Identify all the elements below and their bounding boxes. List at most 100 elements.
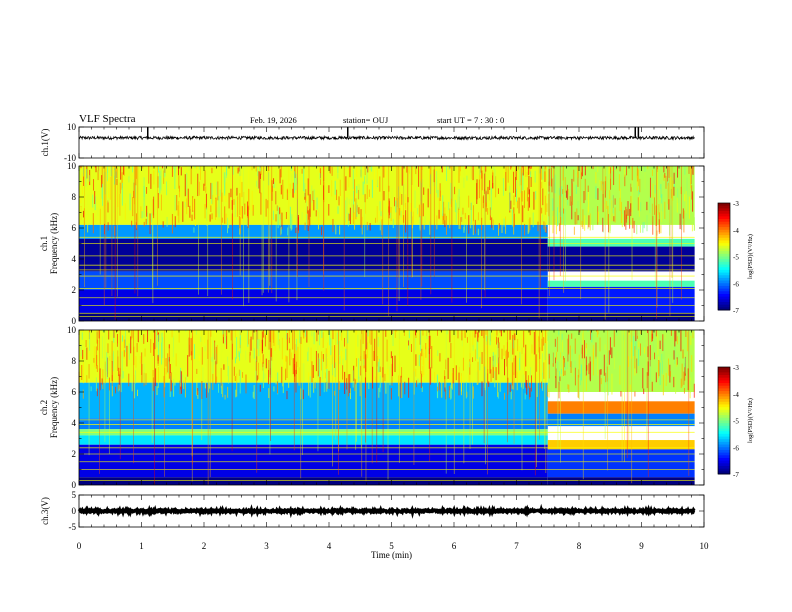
x-axis-label: Time (min) bbox=[371, 550, 412, 560]
colorbar-cell bbox=[718, 463, 730, 467]
x-tick-label: 8 bbox=[577, 541, 582, 551]
colorbar-cell bbox=[718, 304, 730, 308]
y-axis-label: Frequency (kHz) bbox=[49, 377, 59, 438]
x-tick-label: 1 bbox=[139, 541, 144, 551]
colorbar-cell bbox=[718, 433, 730, 438]
colorbar-cell bbox=[718, 227, 730, 231]
colorbar-cell bbox=[718, 436, 730, 440]
colorbar-label: log(PSD)(V²/Hz) bbox=[747, 398, 754, 443]
colorbar-cell bbox=[718, 251, 730, 255]
colorbar-tick-label: -5 bbox=[733, 418, 739, 426]
colorbar-cell bbox=[718, 240, 730, 244]
colorbar-frame bbox=[717, 366, 731, 475]
colorbar-tick-label: -4 bbox=[733, 227, 739, 235]
colorbar-cell bbox=[718, 367, 730, 371]
colorbar-cell bbox=[718, 264, 730, 268]
colorbar-cell bbox=[718, 272, 730, 276]
colorbar-cell bbox=[718, 205, 730, 209]
colorbar-cell bbox=[718, 243, 730, 247]
colorbar-cell bbox=[718, 420, 730, 424]
y-tick-label: 4 bbox=[72, 418, 77, 428]
colorbar-cell bbox=[718, 288, 730, 292]
psd-band bbox=[79, 313, 548, 321]
psd-band bbox=[547, 440, 695, 450]
y-tick-label: 0 bbox=[72, 480, 77, 490]
colorbar-cell bbox=[718, 399, 730, 403]
colorbar-cell bbox=[718, 409, 730, 413]
signal-trace bbox=[78, 134, 695, 141]
colorbar-tick-label: -5 bbox=[733, 254, 739, 262]
psd-band bbox=[547, 477, 695, 485]
y-axis-label-channel: ch.1 bbox=[39, 236, 49, 251]
colorbar-cell bbox=[718, 219, 730, 223]
colorbar-cell bbox=[718, 388, 730, 392]
psd-band bbox=[547, 330, 695, 392]
colorbar-cell bbox=[718, 267, 730, 271]
colorbar-cell bbox=[718, 401, 730, 405]
colorbar-cell bbox=[718, 444, 730, 448]
colorbar-cell bbox=[718, 307, 730, 311]
colorbar-cell bbox=[718, 457, 730, 462]
colorbar-cell bbox=[718, 211, 730, 215]
colorbar-cell bbox=[718, 245, 730, 249]
psd-band bbox=[79, 271, 548, 290]
colorbar-cell bbox=[718, 299, 730, 303]
psd-band bbox=[79, 418, 548, 430]
y-tick-label: -5 bbox=[69, 522, 77, 532]
figure-title: VLF Spectra bbox=[79, 113, 136, 125]
y-tick-label: 8 bbox=[72, 356, 77, 366]
colorbar-cell bbox=[718, 375, 730, 379]
date-label: Feb. 19, 2026 bbox=[250, 115, 297, 125]
colorbar-cell bbox=[718, 441, 730, 446]
colorbar-tick-label: -6 bbox=[733, 444, 739, 452]
colorbar-cell bbox=[718, 447, 730, 451]
colorbar-cell bbox=[718, 460, 730, 464]
colorbar-cell bbox=[718, 291, 730, 295]
y-tick-label: 8 bbox=[72, 192, 77, 202]
colorbar-cell bbox=[718, 283, 730, 287]
psd-band bbox=[547, 280, 695, 287]
x-tick-label: 2 bbox=[202, 541, 207, 551]
y-tick-label: 10 bbox=[67, 161, 77, 171]
colorbar-cell bbox=[718, 415, 730, 419]
x-tick-label: 5 bbox=[389, 541, 394, 551]
signal-trace bbox=[77, 503, 696, 519]
colorbar-cell bbox=[718, 224, 730, 228]
y-axis-label-channel: ch.2 bbox=[39, 400, 49, 415]
y-tick-label: 4 bbox=[72, 254, 77, 264]
colorbar-cell bbox=[718, 417, 730, 421]
x-tick-label: 6 bbox=[452, 541, 457, 551]
colorbar-tick-label: -7 bbox=[733, 471, 739, 479]
colorbar-cell bbox=[718, 407, 730, 411]
colorbar-cell bbox=[718, 259, 730, 263]
x-tick-label: 0 bbox=[77, 541, 82, 551]
colorbar-label: log(PSD)(V²/Hz) bbox=[747, 234, 754, 279]
psd-band bbox=[79, 444, 548, 478]
colorbar-cell bbox=[718, 455, 730, 459]
colorbar-cell bbox=[718, 380, 730, 384]
psd-band bbox=[547, 313, 695, 321]
colorbar-cell bbox=[718, 431, 730, 435]
colorbar-cell bbox=[718, 232, 730, 236]
x-tick-label: 7 bbox=[514, 541, 519, 551]
trace-ch.1(V) bbox=[78, 127, 695, 141]
y-axis-label: ch.3(V) bbox=[40, 497, 50, 525]
colorbar bbox=[717, 202, 731, 311]
x-tick-label: 4 bbox=[327, 541, 332, 551]
y-tick-label: 0 bbox=[72, 506, 77, 516]
colorbar-cell bbox=[718, 449, 730, 454]
x-tick-label: 9 bbox=[639, 541, 644, 551]
colorbar-cell bbox=[718, 277, 730, 282]
colorbar-cell bbox=[718, 221, 730, 225]
station-label: station= OUJ bbox=[343, 115, 389, 125]
colorbar-cell bbox=[718, 269, 730, 274]
colorbar-cell bbox=[718, 465, 730, 470]
y-tick-label: 2 bbox=[72, 285, 77, 295]
colorbar-tick-label: -3 bbox=[733, 364, 739, 372]
psd-band bbox=[547, 401, 695, 414]
colorbar-cell bbox=[718, 393, 730, 397]
colorbar-cell bbox=[718, 391, 730, 395]
colorbar-cell bbox=[718, 203, 730, 207]
